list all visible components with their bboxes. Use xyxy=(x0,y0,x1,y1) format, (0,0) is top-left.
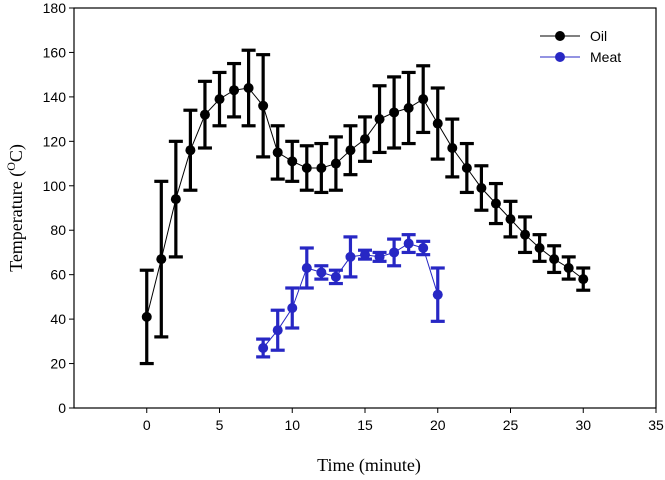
meat-point xyxy=(389,247,400,258)
oil-point xyxy=(258,100,269,111)
oil-point xyxy=(374,114,385,125)
legend-oil-label: Oil xyxy=(590,28,607,44)
oil-point xyxy=(185,145,196,156)
x-tick-label: 25 xyxy=(503,417,519,433)
x-tick-label: 35 xyxy=(648,417,664,433)
oil-point xyxy=(345,145,356,156)
meat-point xyxy=(316,267,327,278)
oil-point xyxy=(476,183,487,193)
meat-point xyxy=(258,343,269,353)
legend: Oil Meat xyxy=(540,28,621,65)
meat-point xyxy=(360,249,370,260)
oil-point xyxy=(243,83,254,93)
x-tick-label: 20 xyxy=(430,417,446,433)
y-axis: 0 20 40 60 80 100 120 140 160 180 xyxy=(43,0,74,416)
oil-point xyxy=(156,254,167,265)
oil-point xyxy=(418,94,429,105)
oil-point xyxy=(389,107,400,118)
meat-point xyxy=(403,238,414,249)
oil-point xyxy=(229,85,240,96)
x-tick-label: 0 xyxy=(143,417,151,433)
y-tick-label: 180 xyxy=(43,0,67,16)
oil-point xyxy=(170,194,181,205)
y-tick-label: 100 xyxy=(43,178,67,194)
oil-point xyxy=(505,214,516,225)
oil-point xyxy=(360,134,370,145)
x-tick-label: 5 xyxy=(216,417,224,433)
y-tick-label: 20 xyxy=(50,356,66,372)
y-axis-title-prefix: Temperature ( xyxy=(6,171,27,272)
oil-point xyxy=(141,311,152,322)
oil-point xyxy=(287,156,298,167)
oil-point xyxy=(330,158,341,169)
oil-point xyxy=(403,103,414,113)
series-meat xyxy=(256,233,445,359)
meat-point xyxy=(287,303,298,313)
y-tick-label: 60 xyxy=(50,267,66,283)
oil-point xyxy=(563,263,574,273)
meat-point xyxy=(301,263,312,273)
series-oil xyxy=(139,48,591,366)
y-axis-title: Temperature (OC) xyxy=(4,144,27,272)
series-layer xyxy=(139,48,591,366)
meat-point xyxy=(418,243,429,253)
y-tick-label: 80 xyxy=(50,222,66,238)
y-tick-label: 160 xyxy=(43,44,67,60)
oil-point xyxy=(520,229,531,240)
oil-point xyxy=(461,163,472,173)
y-tick-label: 140 xyxy=(43,89,67,105)
oil-point xyxy=(534,243,545,253)
y-tick-label: 40 xyxy=(50,311,66,327)
oil-point xyxy=(490,198,501,209)
y-tick-label: 120 xyxy=(43,133,67,149)
y-tick-label: 0 xyxy=(58,400,66,416)
meat-point xyxy=(272,325,283,336)
oil-point xyxy=(199,109,210,120)
legend-oil-marker xyxy=(555,31,565,41)
oil-point xyxy=(272,147,283,158)
meat-point xyxy=(345,251,356,262)
meat-point xyxy=(432,289,443,300)
x-tick-label: 10 xyxy=(284,417,300,433)
x-axis-title: Time (minute) xyxy=(317,455,421,476)
legend-meat-marker xyxy=(555,52,565,62)
oil-point xyxy=(549,254,560,265)
oil-point xyxy=(301,163,312,173)
meat-point xyxy=(330,271,341,282)
oil-point xyxy=(578,274,589,285)
oil-point xyxy=(316,163,327,173)
oil-point xyxy=(214,94,225,105)
x-axis: 0 5 10 15 20 25 30 35 xyxy=(143,408,664,433)
legend-meat-label: Meat xyxy=(590,49,621,65)
y-axis-title-suffix: C) xyxy=(6,144,27,162)
y-axis-title-superscript: O xyxy=(4,162,18,171)
oil-point xyxy=(432,118,443,129)
x-tick-label: 15 xyxy=(357,417,373,433)
x-tick-label: 30 xyxy=(575,417,591,433)
oil-point xyxy=(447,143,458,153)
meat-point xyxy=(374,251,385,262)
